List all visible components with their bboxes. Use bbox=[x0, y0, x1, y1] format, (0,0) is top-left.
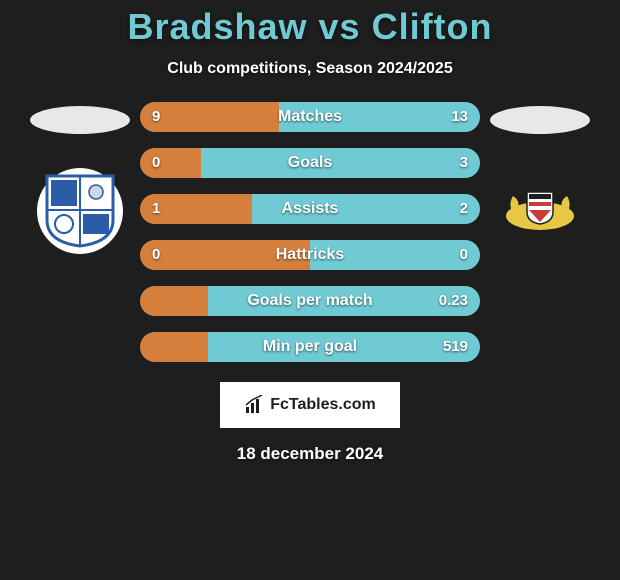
stat-right-value: 3 bbox=[460, 148, 468, 178]
brand-chart-icon bbox=[244, 395, 264, 415]
right-crest-icon bbox=[501, 172, 579, 250]
left-crest bbox=[37, 168, 123, 254]
stat-row-goals: 0 Goals 3 bbox=[140, 148, 480, 178]
brand-box[interactable]: FcTables.com bbox=[220, 382, 400, 428]
right-side bbox=[480, 102, 600, 254]
container: Bradshaw vs Clifton Club competitions, S… bbox=[0, 0, 620, 580]
stat-right-value: 0.23 bbox=[439, 286, 468, 316]
stat-label: Goals bbox=[140, 148, 480, 178]
stat-label: Goals per match bbox=[140, 286, 480, 316]
stat-label: Min per goal bbox=[140, 332, 480, 362]
right-crest bbox=[497, 168, 583, 254]
stat-right-value: 519 bbox=[443, 332, 468, 362]
left-oval bbox=[30, 106, 130, 134]
left-side bbox=[20, 102, 140, 254]
stat-right-value: 13 bbox=[451, 102, 468, 132]
stat-label: Hattricks bbox=[140, 240, 480, 270]
stat-label: Assists bbox=[140, 194, 480, 224]
subtitle: Club competitions, Season 2024/2025 bbox=[167, 60, 452, 78]
stat-row-mpg: Min per goal 519 bbox=[140, 332, 480, 362]
stat-row-assists: 1 Assists 2 bbox=[140, 194, 480, 224]
brand-text: FcTables.com bbox=[270, 396, 376, 414]
stat-right-value: 0 bbox=[460, 240, 468, 270]
stat-row-matches: 9 Matches 13 bbox=[140, 102, 480, 132]
stat-label: Matches bbox=[140, 102, 480, 132]
stat-row-hattricks: 0 Hattricks 0 bbox=[140, 240, 480, 270]
stat-right-value: 2 bbox=[460, 194, 468, 224]
comparison-area: 9 Matches 13 0 Goals 3 1 Assists 2 bbox=[0, 102, 620, 362]
right-oval bbox=[490, 106, 590, 134]
stat-row-gpm: Goals per match 0.23 bbox=[140, 286, 480, 316]
page-title: Bradshaw vs Clifton bbox=[127, 6, 492, 48]
date-label: 18 december 2024 bbox=[237, 444, 384, 464]
stats-column: 9 Matches 13 0 Goals 3 1 Assists 2 bbox=[140, 102, 480, 362]
left-crest-icon bbox=[45, 174, 115, 248]
